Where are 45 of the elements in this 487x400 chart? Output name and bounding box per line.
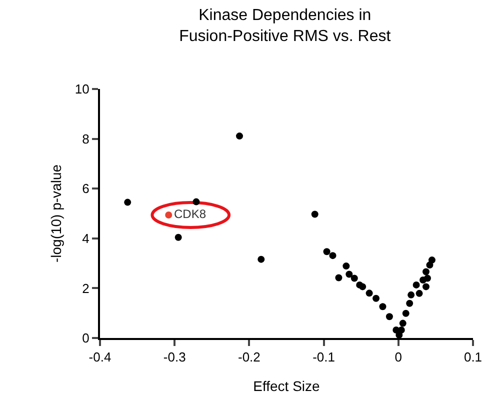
chart-title: Kinase Dependencies in Fusion-Positive RMS vs. Rest <box>179 7 392 45</box>
point <box>402 310 410 317</box>
x-tick-label: 0 <box>394 350 402 365</box>
point <box>416 290 423 297</box>
x-tick-label: 0.1 <box>464 350 482 365</box>
y-tick-label: 10 <box>74 82 90 97</box>
y-tick-label: 0 <box>82 330 90 346</box>
x-tick-label: -0.1 <box>312 350 336 365</box>
point <box>386 313 393 320</box>
point <box>174 234 182 241</box>
x-axis-title: Effect Size <box>253 378 320 394</box>
x-tick-label: -0.4 <box>88 350 112 365</box>
y-tick-label: 2 <box>82 280 90 296</box>
point <box>426 262 434 269</box>
point <box>422 283 430 290</box>
point <box>408 291 415 298</box>
point <box>422 268 430 276</box>
point <box>350 274 358 282</box>
point <box>420 276 427 284</box>
point <box>236 132 243 140</box>
point <box>311 210 318 218</box>
point <box>192 198 200 206</box>
x-tick-label: -0.2 <box>238 350 260 365</box>
point <box>124 198 132 206</box>
y-tick-label: 8 <box>82 131 90 146</box>
point <box>379 303 386 310</box>
point <box>412 281 420 288</box>
point <box>366 290 373 297</box>
point <box>399 320 406 327</box>
point <box>323 248 330 256</box>
point <box>398 326 405 334</box>
y-tick-label: 6 <box>82 181 90 196</box>
point <box>258 256 265 263</box>
series-label: CDK8 <box>174 206 206 221</box>
x-tick-label: -0.3 <box>163 350 186 365</box>
point <box>342 262 350 270</box>
point <box>165 211 172 218</box>
y-axis-title: -log(10) p-value <box>48 164 64 263</box>
point <box>359 283 366 290</box>
point <box>406 300 414 307</box>
y-tick-label: 4 <box>82 230 90 246</box>
point <box>372 294 380 302</box>
point <box>346 270 353 278</box>
point <box>329 252 336 260</box>
point <box>335 274 342 282</box>
